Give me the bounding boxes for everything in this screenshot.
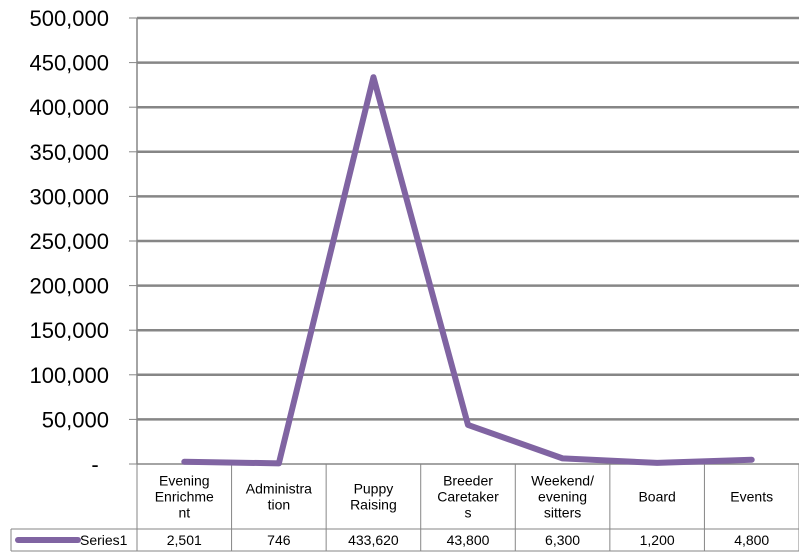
- y-tick-label: 350,000: [29, 140, 109, 165]
- legend-label: Series1: [80, 532, 128, 548]
- x-tick-label: nt: [178, 505, 190, 521]
- x-tick-label: Caretaker: [437, 489, 499, 505]
- data-label: 1,200: [640, 532, 675, 548]
- x-tick-label: Board: [638, 489, 675, 505]
- data-label: 4,800: [734, 532, 769, 548]
- x-tick-label: Administra: [246, 481, 312, 497]
- data-label: 2,501: [167, 532, 202, 548]
- x-tick-label: evening: [538, 489, 587, 505]
- y-tick-label: 200,000: [29, 274, 109, 299]
- y-tick-label: 400,000: [29, 95, 109, 120]
- x-tick-label: Events: [730, 489, 773, 505]
- y-tick-label: -: [91, 452, 98, 477]
- x-tick-label: Weekend/: [531, 473, 594, 489]
- series-line: [181, 74, 755, 467]
- x-tick-label: Enrichme: [155, 489, 214, 505]
- y-tick-label: 50,000: [42, 407, 109, 432]
- y-tick-label: 500,000: [29, 6, 109, 31]
- x-tick-label: tion: [268, 497, 291, 513]
- y-tick-label: 250,000: [29, 229, 109, 254]
- y-tick-label: 150,000: [29, 318, 109, 343]
- data-label: 6,300: [545, 532, 580, 548]
- x-tick-label: Puppy: [354, 481, 394, 497]
- y-tick-label: 100,000: [29, 363, 109, 388]
- data-label: 43,800: [447, 532, 490, 548]
- x-tick-label: s: [465, 505, 472, 521]
- y-tick-label: 450,000: [29, 51, 109, 76]
- y-tick-label: 300,000: [29, 184, 109, 209]
- data-label: 433,620: [348, 532, 399, 548]
- x-tick-label: Breeder: [443, 473, 493, 489]
- data-label: 746: [267, 532, 291, 548]
- x-tick-label: sitters: [544, 505, 581, 521]
- x-tick-label: Raising: [350, 497, 397, 513]
- x-tick-label: Evening: [159, 473, 210, 489]
